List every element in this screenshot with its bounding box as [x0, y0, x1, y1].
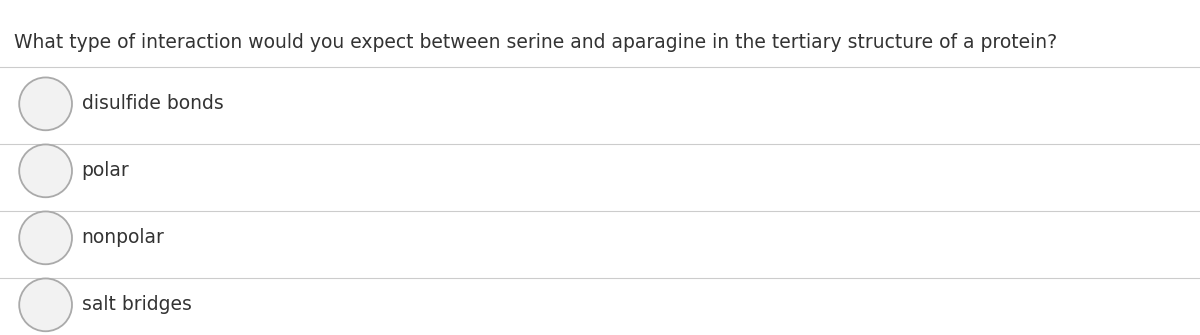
Ellipse shape — [19, 144, 72, 197]
Text: nonpolar: nonpolar — [82, 228, 164, 247]
Ellipse shape — [19, 77, 72, 130]
Ellipse shape — [19, 278, 72, 331]
Text: disulfide bonds: disulfide bonds — [82, 94, 223, 113]
Text: salt bridges: salt bridges — [82, 295, 192, 314]
Ellipse shape — [19, 211, 72, 264]
Text: What type of interaction would you expect between serine and aparagine in the te: What type of interaction would you expec… — [14, 34, 1057, 53]
Text: polar: polar — [82, 161, 130, 180]
